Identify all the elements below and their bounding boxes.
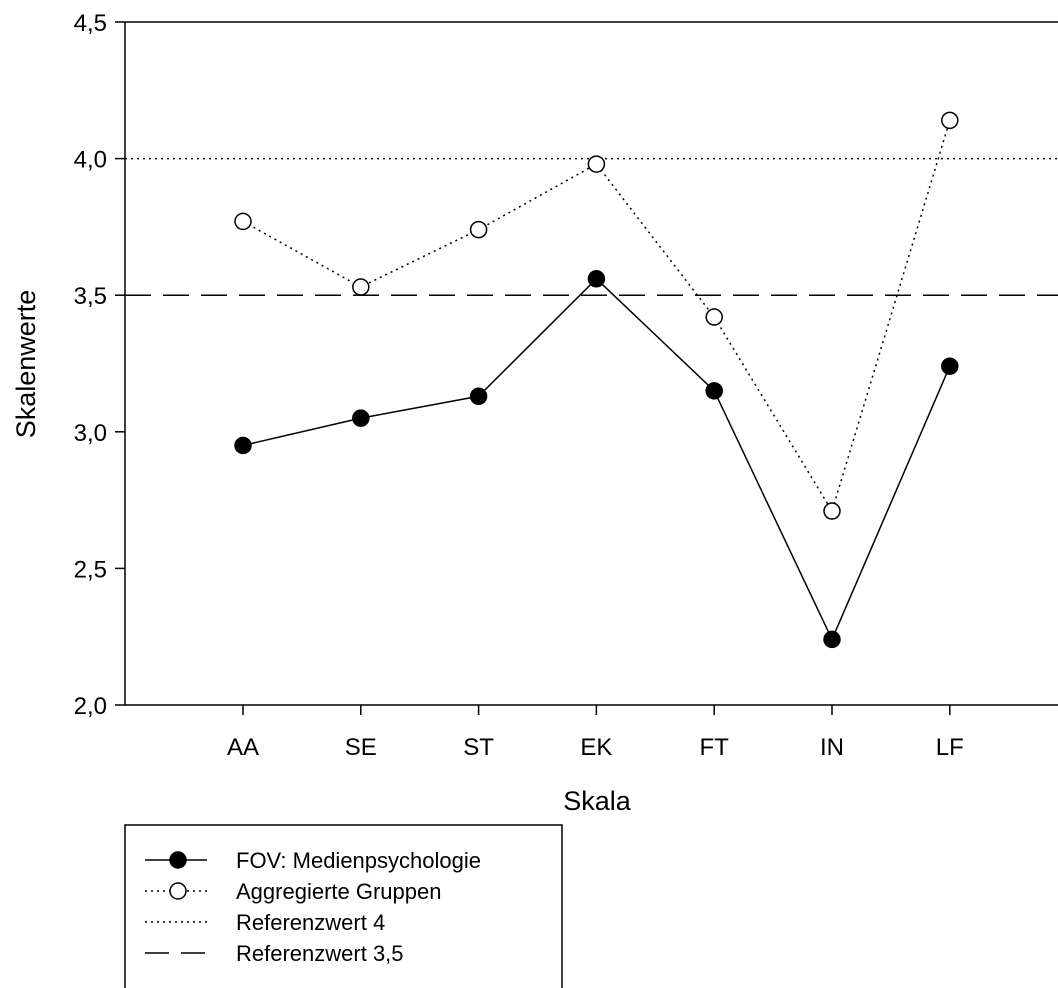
- legend-label: Referenzwert 3,5: [236, 941, 404, 966]
- y-ticks: 2,0 2,5 3,0 3,5 4,0 4,5: [74, 10, 125, 720]
- data-point: [469, 387, 488, 406]
- data-point: [352, 409, 370, 427]
- reference-lines: [125, 157, 1058, 296]
- data-point: [941, 357, 959, 375]
- legend-label: Referenzwert 4: [236, 910, 385, 935]
- y-tick-label: 3,5: [74, 283, 107, 310]
- data-point: [234, 436, 252, 455]
- x-tick-label: EK: [580, 734, 612, 761]
- y-tick-label: 3,0: [74, 420, 107, 447]
- legend-label: Aggregierte Gruppen: [236, 879, 441, 904]
- data-point: [352, 278, 370, 296]
- x-axis-label: Skala: [563, 786, 632, 816]
- y-axis-label: Skalenwerte: [11, 290, 41, 439]
- x-tick-label: AA: [227, 734, 259, 761]
- data-point: [705, 382, 723, 400]
- y-tick-label: 4,0: [74, 147, 107, 174]
- legend-marker: [169, 882, 187, 900]
- data-point: [587, 155, 606, 173]
- y-tick-label: 2,5: [74, 556, 107, 583]
- x-tick-label: ST: [463, 734, 494, 761]
- data-point: [705, 308, 723, 326]
- data-point: [587, 270, 606, 288]
- legend-label: FOV: Medienpsychologie: [236, 848, 481, 873]
- legend-marker: [169, 851, 187, 869]
- series-layer: [234, 111, 959, 649]
- data-point: [823, 502, 841, 520]
- legend-frame: [124, 824, 563, 988]
- y-tick-label: 4,5: [74, 10, 107, 37]
- series-line: [242, 120, 951, 513]
- data-point: [469, 220, 488, 239]
- x-tick-label: SE: [345, 734, 377, 761]
- x-ticks: AA SE ST EK FT IN LF: [227, 705, 964, 761]
- data-point: [941, 111, 959, 130]
- data-point: [823, 630, 841, 649]
- x-tick-label: LF: [936, 734, 964, 761]
- series-line: [242, 277, 951, 642]
- data-point: [234, 212, 252, 231]
- x-tick-label: FT: [700, 734, 730, 761]
- x-tick-label: IN: [820, 734, 844, 761]
- legend: FOV: Medienpsychologie Aggregierte Gruppe…: [124, 824, 563, 988]
- y-tick-label: 2,0: [74, 693, 107, 720]
